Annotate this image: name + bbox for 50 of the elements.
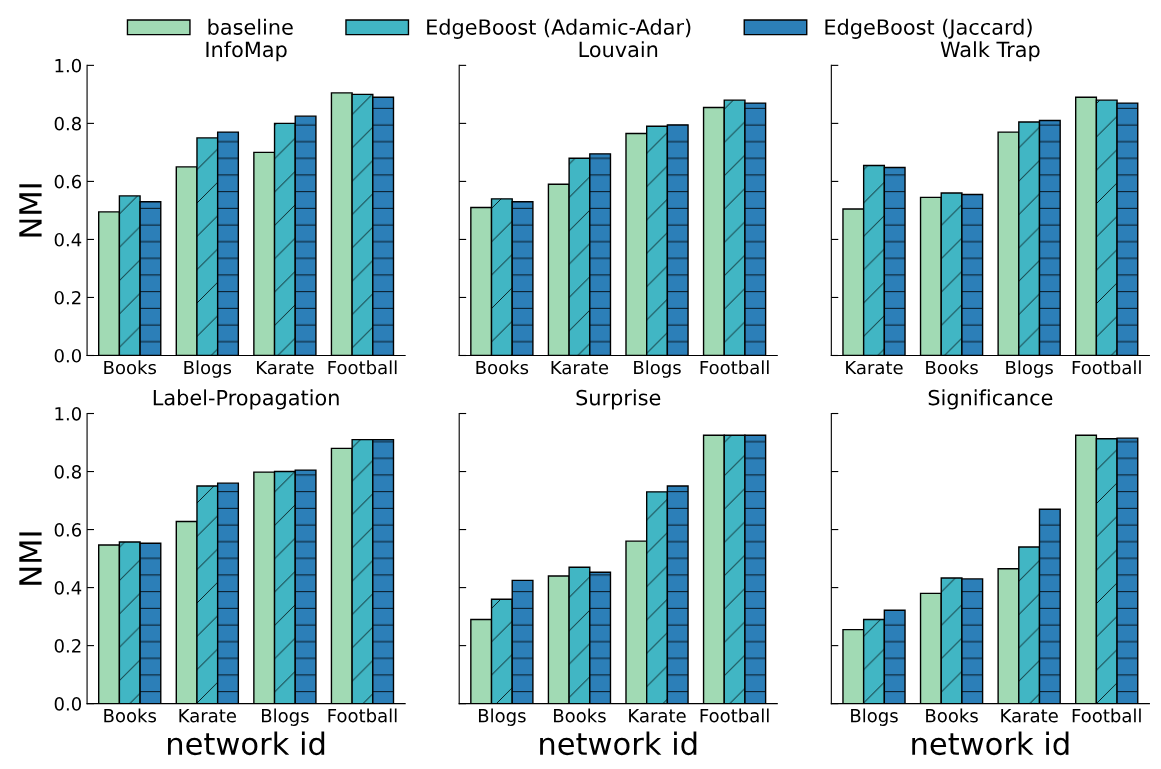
x-tick-label: Karate xyxy=(1001,709,1058,723)
x-tick-label: Football xyxy=(1072,708,1141,723)
x-tick-label: Football xyxy=(328,708,397,723)
x-tick-label: Blogs xyxy=(851,708,898,726)
chart-title: Significance xyxy=(928,389,1053,410)
x-tick-label: Football xyxy=(328,360,397,375)
x-tick-label: Blogs xyxy=(184,360,232,378)
x-tick-label: Blogs xyxy=(1006,360,1053,378)
x-tick-label: Football xyxy=(1072,360,1141,375)
x-tick-label: Karate xyxy=(629,709,686,723)
x-tick-label: Blogs xyxy=(634,360,681,378)
x-tick-label: Books xyxy=(554,708,606,723)
y-tick-label: 0.2 xyxy=(54,290,81,305)
chart-title: Label-Propagation xyxy=(153,389,339,410)
y-tick-label: 0.6 xyxy=(54,523,82,537)
chart-title: Louvain xyxy=(579,41,658,58)
x-axis-title: network id xyxy=(540,731,697,756)
x-tick-label: Football xyxy=(700,360,769,375)
y-axis-title: NMI xyxy=(19,184,42,237)
x-axis-title: network id xyxy=(912,731,1069,756)
y-tick-label: 0.8 xyxy=(54,465,81,479)
y-tick-label: 0.2 xyxy=(54,639,81,653)
chart-title: Walk Trap xyxy=(940,41,1040,62)
x-tick-label: Books xyxy=(104,360,157,375)
y-tick-label: 1.0 xyxy=(55,406,82,421)
y-axis-title: NMI xyxy=(19,532,42,585)
x-tick-label: Books xyxy=(476,360,529,375)
legend-label: EdgeBoost (Jaccard) xyxy=(825,18,1032,39)
y-tick-label: 1.0 xyxy=(55,58,82,73)
y-tick-label: 0.4 xyxy=(54,232,82,247)
y-tick-label: 0.0 xyxy=(54,348,82,363)
x-tick-label: Football xyxy=(700,708,769,723)
x-tick-label: Karate xyxy=(257,360,314,375)
x-tick-label: Karate xyxy=(551,360,609,375)
x-tick-label: Books xyxy=(104,708,157,723)
chart-title: InfoMap xyxy=(206,41,287,62)
x-tick-label: Blogs xyxy=(478,708,526,726)
x-tick-label: Karate xyxy=(846,360,903,375)
legend-label: EdgeBoost (Adamic-Adar) xyxy=(427,18,691,39)
x-axis-title: network id xyxy=(168,731,325,756)
x-tick-label: Blogs xyxy=(262,708,309,726)
y-tick-label: 0.0 xyxy=(54,697,82,711)
x-tick-label: Books xyxy=(926,360,978,375)
y-tick-label: 0.8 xyxy=(54,116,81,131)
chart-title: Surprise xyxy=(576,389,661,410)
y-tick-label: 0.6 xyxy=(54,174,82,189)
y-tick-label: 0.4 xyxy=(54,581,82,595)
x-tick-label: Karate xyxy=(179,709,236,723)
x-tick-label: Books xyxy=(926,708,978,723)
legend-label: baseline xyxy=(208,18,293,35)
